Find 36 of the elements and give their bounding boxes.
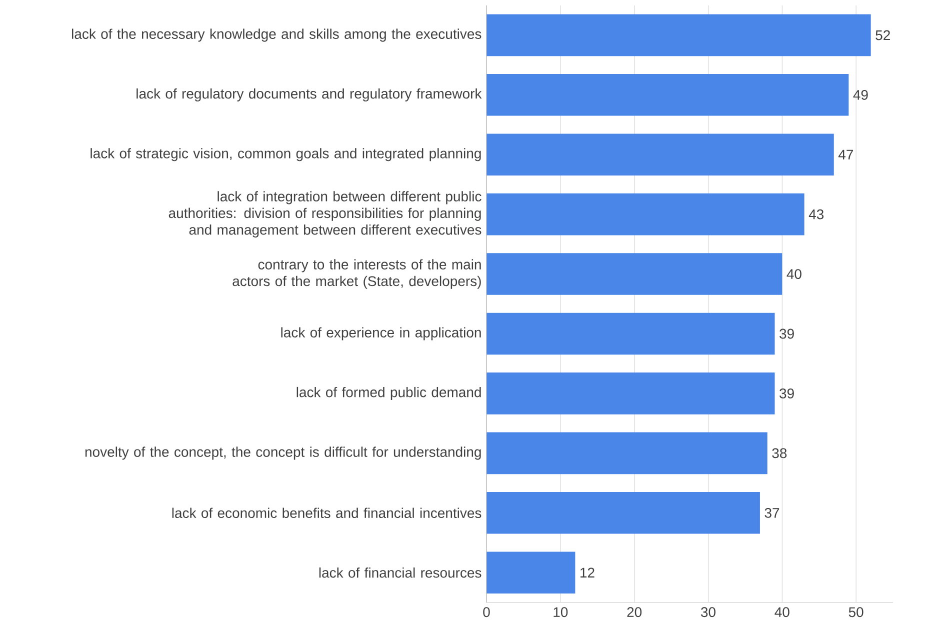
y-tick-label: novelty of the concept, the concept is difficult for understanding <box>85 446 481 460</box>
bar <box>486 552 576 594</box>
data-label: 39 <box>780 388 794 399</box>
y-tick-label: lack of financial resources <box>319 568 482 578</box>
data-label: 49 <box>853 90 868 100</box>
x-tick-label: 30 <box>700 607 716 618</box>
bar <box>486 253 782 296</box>
bar <box>486 372 775 414</box>
x-tick-label: 0 <box>483 607 490 618</box>
data-label: 47 <box>838 150 853 160</box>
data-label: 43 <box>808 209 824 220</box>
y-tick-label: lack of strategic vision, common goals and integrated planning <box>90 148 481 162</box>
x-tick-label: 40 <box>774 607 790 618</box>
bar <box>486 312 775 355</box>
data-label: 12 <box>580 568 594 578</box>
y-tick-label: lack of experience in application <box>281 327 481 340</box>
y-tick-label: contrary to the interests of the main actors of the market (State, developers) <box>232 259 481 289</box>
y-tick-label: lack of formed public demand <box>296 387 481 400</box>
bar <box>486 492 760 534</box>
y-tick-label: lack of regulatory documents and regulatory framework <box>136 88 482 102</box>
x-tick-label: 50 <box>848 607 864 618</box>
data-label: 39 <box>780 328 794 339</box>
y-tick-label: lack of the necessary knowledge and skills among the executives <box>72 28 482 42</box>
bar <box>486 194 804 236</box>
bar <box>486 432 768 474</box>
bar <box>486 14 871 56</box>
x-tick-label: 20 <box>627 607 642 618</box>
x-tick-label: 10 <box>554 607 568 618</box>
data-label: 38 <box>772 448 787 458</box>
bar <box>486 74 849 116</box>
bar <box>486 134 834 176</box>
y-tick-label: lack of integration between different public authorities: division of responsibilities for planning and management between different executives <box>168 191 482 238</box>
data-label: 37 <box>764 508 780 518</box>
data-label: 40 <box>786 269 802 280</box>
data-label: 52 <box>876 30 890 40</box>
y-tick-label: lack of economic benefits and financial incentives <box>172 508 482 518</box>
